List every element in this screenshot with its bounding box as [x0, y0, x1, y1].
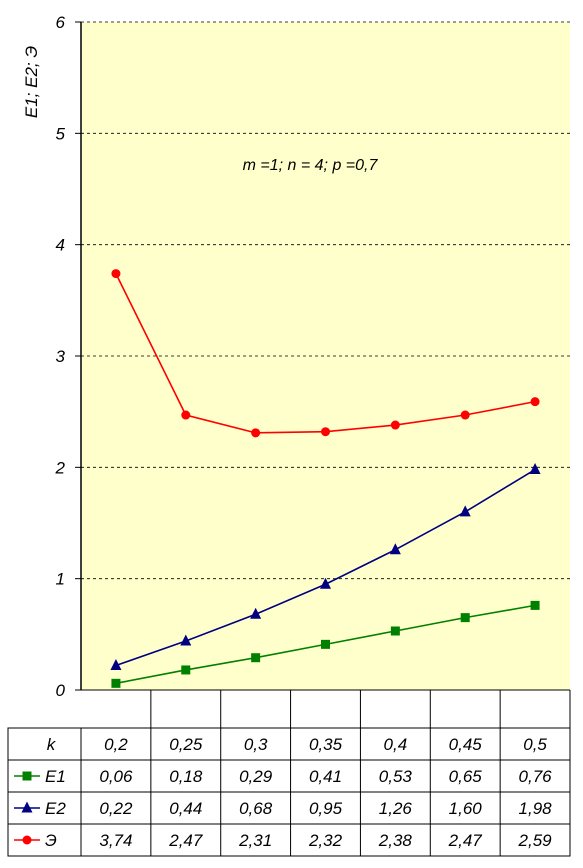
- data-label: 2,47: [448, 831, 483, 850]
- x-tick-label: 0,2: [104, 735, 128, 754]
- data-label: 3,74: [99, 831, 132, 850]
- data-point: [389, 543, 401, 555]
- data-point: [22, 771, 32, 781]
- data-label: 0,76: [519, 767, 553, 786]
- annotation-params: m =1; n = 4; p =0,7: [243, 157, 379, 174]
- y-axis-title: E1; E2; Э: [22, 46, 41, 118]
- y-tick-label: 1: [56, 570, 65, 589]
- data-point: [250, 607, 262, 619]
- table-header-k: k: [47, 735, 57, 754]
- data-label: 0,53: [379, 767, 413, 786]
- data-point: [111, 678, 121, 688]
- data-label: 0,41: [309, 767, 342, 786]
- data-label: 0,29: [239, 767, 273, 786]
- y-tick-label: 2: [55, 458, 66, 477]
- y-ticks: 0 1 2 3 4 5 6: [55, 13, 81, 700]
- data-point: [321, 427, 330, 437]
- data-point: [110, 659, 122, 671]
- data-point: [529, 463, 541, 475]
- data-point: [251, 428, 261, 438]
- data-label: 2,31: [238, 831, 272, 850]
- data-point: [181, 410, 191, 420]
- data-point: [459, 505, 471, 517]
- y-tick-label: 5: [56, 124, 66, 143]
- data-point: [181, 665, 191, 675]
- data-point: [390, 420, 400, 430]
- data-label: 0,06: [99, 767, 133, 786]
- data-point: [460, 410, 470, 420]
- data-point: [320, 577, 331, 589]
- y-tick-label: 6: [56, 13, 66, 32]
- x-tick-label: 0,25: [169, 735, 203, 754]
- legend-label-E2: E2: [45, 799, 66, 818]
- x-tick-label: 0,4: [384, 735, 408, 754]
- data-label: 0,95: [309, 799, 343, 818]
- y-tick-label: 4: [56, 236, 65, 255]
- y-tick-label: 0: [56, 681, 66, 700]
- data-label: 1,60: [449, 799, 483, 818]
- y-tick-label: 3: [56, 347, 66, 366]
- x-tick-label: 0,3: [244, 735, 268, 754]
- data-label: 0,44: [169, 799, 202, 818]
- data-point: [530, 397, 540, 407]
- data-point: [460, 613, 470, 623]
- data-label: 2,32: [308, 831, 343, 850]
- legend-label-Э: Э: [45, 831, 57, 850]
- data-point: [390, 626, 400, 636]
- x-tick-label: 0,5: [523, 735, 547, 754]
- data-label: 1,26: [379, 799, 413, 818]
- data-point: [21, 801, 33, 813]
- legend-label-E1: E1: [45, 767, 66, 786]
- data-label: 2,38: [378, 831, 413, 850]
- data-table: k 0,2 0,25 0,3 0,35 0,4 0,45 0,5 E1 0,06 0,18 0,29 0…: [7, 690, 571, 857]
- data-point: [180, 634, 192, 646]
- data-label: 0,65: [449, 767, 483, 786]
- series-group: [110, 269, 541, 688]
- data-label: 2,47: [168, 831, 203, 850]
- data-point: [530, 600, 540, 610]
- data-label: 2,59: [518, 831, 553, 850]
- data-label: 1,98: [519, 799, 553, 818]
- data-label: 0,22: [99, 799, 133, 818]
- data-label: 0,68: [239, 799, 273, 818]
- data-point: [321, 639, 330, 649]
- x-tick-label: 0,35: [309, 735, 343, 754]
- x-tick-label: 0,45: [449, 735, 483, 754]
- data-point: [251, 653, 261, 663]
- data-label: 0,18: [169, 767, 203, 786]
- data-point: [111, 269, 121, 279]
- data-point: [22, 835, 32, 845]
